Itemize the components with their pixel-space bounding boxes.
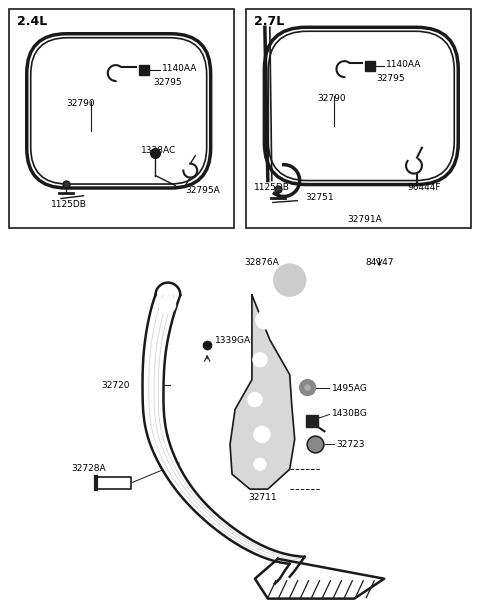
Text: 32720: 32720 bbox=[101, 380, 129, 389]
Circle shape bbox=[248, 393, 262, 406]
Circle shape bbox=[159, 297, 175, 313]
Text: 1140AA: 1140AA bbox=[386, 60, 421, 69]
Text: 1338AC: 1338AC bbox=[141, 146, 176, 155]
Circle shape bbox=[186, 458, 194, 465]
Polygon shape bbox=[96, 477, 131, 489]
Circle shape bbox=[117, 76, 123, 82]
Circle shape bbox=[253, 353, 267, 367]
Circle shape bbox=[256, 311, 274, 329]
Text: 32728A: 32728A bbox=[72, 464, 106, 473]
Text: 1430BG: 1430BG bbox=[332, 409, 367, 418]
Circle shape bbox=[254, 458, 266, 470]
Circle shape bbox=[305, 385, 311, 391]
Circle shape bbox=[274, 264, 306, 296]
Text: 32795: 32795 bbox=[376, 74, 405, 83]
Circle shape bbox=[299, 196, 307, 205]
Bar bbox=[246, 10, 471, 228]
Text: 32790: 32790 bbox=[66, 99, 95, 108]
Text: 1125DB: 1125DB bbox=[254, 182, 290, 191]
Text: 32791A: 32791A bbox=[348, 216, 382, 225]
Text: 32723: 32723 bbox=[336, 440, 365, 449]
Text: 1339GA: 1339GA bbox=[215, 336, 251, 345]
Text: 2.4L: 2.4L bbox=[17, 15, 48, 28]
Circle shape bbox=[346, 72, 351, 78]
Text: 32876A: 32876A bbox=[244, 258, 279, 267]
Text: 32711: 32711 bbox=[248, 493, 276, 502]
Text: 1125DB: 1125DB bbox=[51, 200, 87, 209]
Text: 32795A: 32795A bbox=[185, 185, 220, 194]
Circle shape bbox=[346, 205, 353, 213]
Text: 32751: 32751 bbox=[306, 193, 334, 202]
Circle shape bbox=[117, 479, 125, 487]
Circle shape bbox=[85, 191, 93, 199]
Polygon shape bbox=[143, 295, 305, 564]
Circle shape bbox=[300, 380, 315, 396]
Text: 32795: 32795 bbox=[154, 78, 182, 87]
Circle shape bbox=[374, 275, 384, 285]
Text: 84147: 84147 bbox=[365, 258, 394, 267]
Polygon shape bbox=[255, 559, 384, 598]
Text: 2.7L: 2.7L bbox=[254, 15, 284, 28]
Text: 96444F: 96444F bbox=[407, 182, 441, 191]
Text: 1140AA: 1140AA bbox=[162, 64, 198, 73]
Text: 1495AG: 1495AG bbox=[332, 383, 367, 393]
Circle shape bbox=[254, 426, 270, 442]
Bar bbox=[9, 10, 234, 228]
Circle shape bbox=[180, 452, 200, 471]
Circle shape bbox=[367, 268, 391, 292]
Polygon shape bbox=[230, 295, 295, 489]
Text: 32790: 32790 bbox=[318, 94, 346, 103]
